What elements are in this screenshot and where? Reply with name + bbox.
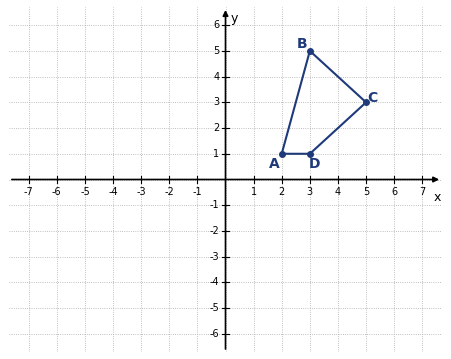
- Text: C: C: [367, 91, 377, 105]
- Text: B: B: [297, 37, 307, 51]
- Text: 5: 5: [213, 46, 219, 56]
- Text: -7: -7: [24, 187, 33, 197]
- Text: y: y: [230, 12, 238, 25]
- Text: -1: -1: [210, 200, 219, 210]
- Text: 4: 4: [335, 187, 341, 197]
- Text: 5: 5: [363, 187, 369, 197]
- Text: 3: 3: [307, 187, 313, 197]
- Text: 6: 6: [391, 187, 397, 197]
- Text: -4: -4: [210, 278, 219, 287]
- Text: x: x: [434, 191, 442, 204]
- Text: -2: -2: [165, 187, 174, 197]
- Text: D: D: [308, 157, 320, 171]
- Text: -6: -6: [52, 187, 62, 197]
- Text: -3: -3: [136, 187, 146, 197]
- Text: -2: -2: [210, 226, 219, 236]
- Text: A: A: [268, 157, 279, 171]
- Text: -5: -5: [80, 187, 90, 197]
- Text: -3: -3: [210, 252, 219, 262]
- Text: 2: 2: [279, 187, 285, 197]
- Text: -6: -6: [210, 329, 219, 339]
- Text: -5: -5: [210, 303, 219, 313]
- Text: 1: 1: [251, 187, 257, 197]
- Text: 7: 7: [419, 187, 425, 197]
- Text: 2: 2: [213, 123, 219, 133]
- Text: -1: -1: [193, 187, 202, 197]
- Text: 3: 3: [213, 97, 219, 107]
- Text: 6: 6: [213, 20, 219, 30]
- Text: -4: -4: [108, 187, 118, 197]
- Text: 4: 4: [213, 72, 219, 81]
- Text: 1: 1: [213, 149, 219, 159]
